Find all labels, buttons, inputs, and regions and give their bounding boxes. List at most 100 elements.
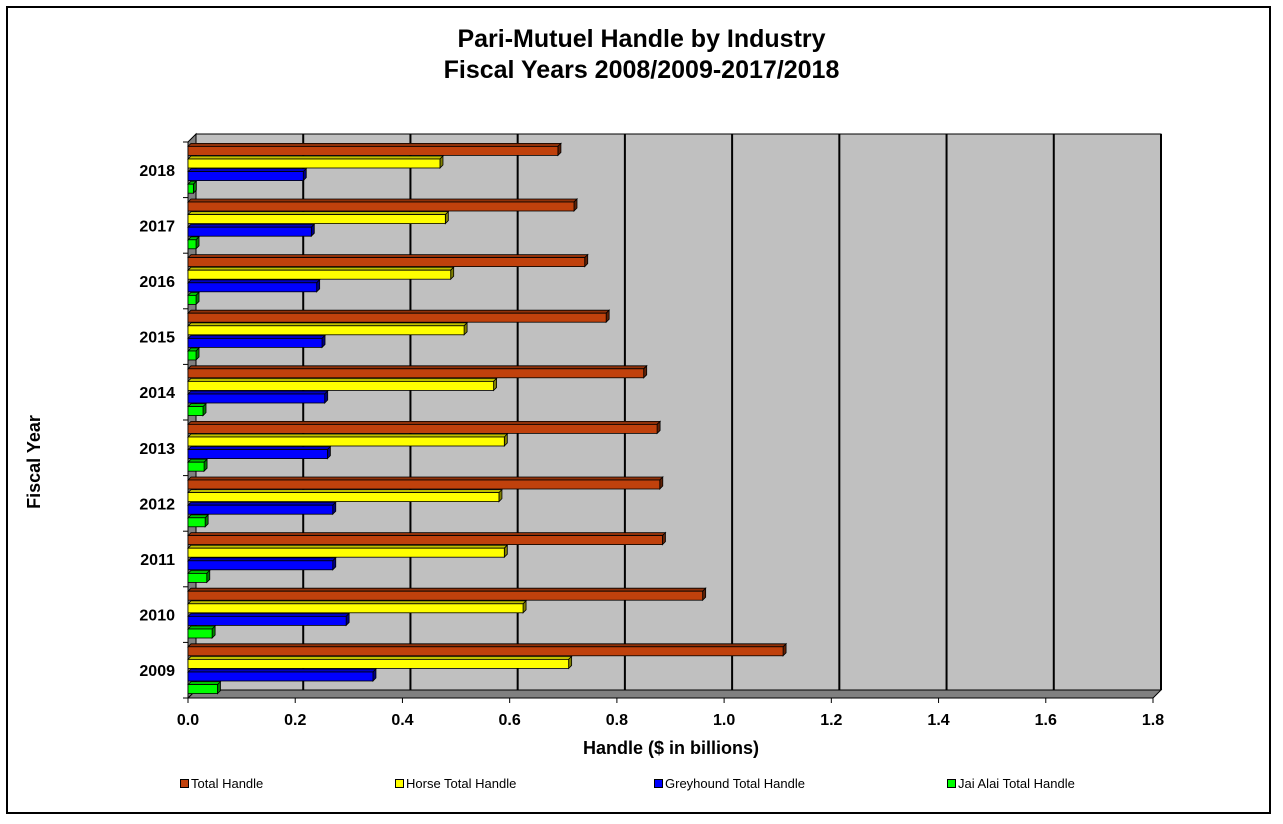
y-axis-title: Fiscal Year bbox=[24, 415, 44, 509]
bar-horse-total-handle-2017 bbox=[187, 210, 450, 225]
bar-greyhound-total-handle-2016 bbox=[187, 278, 321, 293]
legend-item-total-handle: Total Handle bbox=[180, 776, 263, 791]
axis-labels: 0.0 0.2 0.4 0.6 0.8 1.0 1.2 1.4 1.6 1.8 2009 2010 20… bbox=[139, 163, 1164, 729]
bar-front-face bbox=[187, 461, 205, 472]
bar-horse-total-handle-2014 bbox=[187, 377, 498, 392]
bar-top-face bbox=[187, 223, 316, 228]
bar-jai-alai-total-handle-2013 bbox=[187, 458, 209, 473]
bar-greyhound-total-handle-2017 bbox=[187, 223, 316, 238]
bar-top-face bbox=[187, 570, 211, 574]
bar-front-face bbox=[187, 294, 197, 305]
bar-top-face bbox=[187, 613, 351, 617]
bar-top-face bbox=[187, 211, 450, 216]
x-tick-label: 1.6 bbox=[1035, 712, 1057, 729]
x-tick-label: 1.4 bbox=[927, 712, 949, 729]
bar-front-face bbox=[187, 560, 334, 571]
x-tick-label: 0.2 bbox=[284, 712, 306, 729]
bar-horse-total-handle-2012 bbox=[187, 488, 503, 503]
bar-front-face bbox=[187, 201, 575, 212]
y-tick-label: 2011 bbox=[140, 552, 175, 569]
bar-front-face bbox=[187, 171, 304, 182]
bar-greyhound-total-handle-2012 bbox=[187, 501, 337, 516]
legend-swatch bbox=[395, 779, 404, 788]
legend-item-jai-alai-total-handle: Jai Alai Total Handle bbox=[947, 776, 1075, 791]
bar-front-face bbox=[187, 380, 494, 391]
bar-front-face bbox=[187, 406, 204, 417]
bar-front-face bbox=[187, 282, 318, 293]
bar-total-handle-2009 bbox=[187, 642, 788, 657]
bar-jai-alai-total-handle-2011 bbox=[187, 569, 211, 584]
bar-top-face bbox=[187, 155, 444, 160]
bar-greyhound-total-handle-2018 bbox=[187, 167, 308, 182]
bar-top-face bbox=[187, 433, 509, 438]
bar-greyhound-total-handle-2015 bbox=[187, 334, 326, 349]
x-tick-label: 1.8 bbox=[1142, 712, 1164, 729]
bar-jai-alai-total-handle-2018 bbox=[187, 180, 198, 195]
bar-jai-alai-total-handle-2016 bbox=[187, 291, 201, 306]
bar-top-face bbox=[187, 681, 222, 685]
y-tick-label: 2012 bbox=[139, 496, 175, 513]
bar-front-face bbox=[187, 269, 452, 280]
legend-item-greyhound-total-handle: Greyhound Total Handle bbox=[654, 776, 805, 791]
bar-greyhound-total-handle-2010 bbox=[187, 612, 351, 627]
legend-swatch bbox=[654, 779, 663, 788]
bar-front-face bbox=[187, 628, 213, 639]
bar-front-face bbox=[187, 547, 505, 558]
y-tick-label: 2017 bbox=[139, 218, 175, 235]
bar-top-face bbox=[187, 142, 562, 147]
bar-top-face bbox=[187, 532, 667, 536]
bar-total-handle-2011 bbox=[187, 531, 667, 546]
bar-greyhound-total-handle-2011 bbox=[187, 556, 337, 571]
bar-greyhound-total-handle-2013 bbox=[187, 445, 332, 460]
bar-horse-total-handle-2011 bbox=[187, 544, 509, 559]
bar-jai-alai-total-handle-2009 bbox=[187, 680, 222, 695]
bar-total-handle-2015 bbox=[187, 309, 611, 324]
y-tick-label: 2015 bbox=[139, 330, 175, 347]
bar-top-face bbox=[187, 390, 329, 395]
bar-top-face bbox=[187, 501, 337, 506]
bar-top-face bbox=[187, 446, 332, 451]
bar-front-face bbox=[187, 603, 524, 614]
y-tick-label: 2009 bbox=[139, 663, 175, 680]
bar-front-face bbox=[187, 257, 586, 268]
bar-jai-alai-total-handle-2010 bbox=[187, 625, 217, 639]
bar-greyhound-total-handle-2014 bbox=[187, 390, 329, 404]
bar-front-face bbox=[187, 325, 465, 336]
x-tick-label: 0.0 bbox=[177, 712, 199, 729]
bar-top-face bbox=[187, 322, 469, 327]
bar-horse-total-handle-2015 bbox=[187, 321, 469, 336]
bar-jai-alai-total-handle-2017 bbox=[187, 235, 201, 250]
x-tick-label: 0.6 bbox=[499, 712, 521, 729]
bar-front-face bbox=[187, 368, 645, 379]
bar-front-face bbox=[187, 312, 607, 323]
plot-floor bbox=[186, 689, 1163, 699]
bar-top-face bbox=[187, 365, 648, 370]
bar-front-face bbox=[187, 616, 347, 626]
bar-front-face bbox=[187, 590, 704, 601]
bar-top-face bbox=[187, 279, 321, 284]
bar-top-face bbox=[187, 587, 707, 592]
legend-swatch bbox=[180, 779, 189, 788]
bar-front-face bbox=[187, 517, 206, 528]
legend-item-horse-total-handle: Horse Total Handle bbox=[395, 776, 516, 791]
legend-label: Total Handle bbox=[191, 776, 264, 791]
y-tick-label: 2013 bbox=[139, 441, 175, 458]
bar-front-face bbox=[187, 337, 323, 348]
bar-front-face bbox=[187, 423, 658, 434]
bar-horse-total-handle-2009 bbox=[187, 655, 573, 670]
bar-front-face bbox=[187, 393, 326, 404]
bar-horse-total-handle-2013 bbox=[187, 433, 509, 447]
bar-top-face bbox=[187, 625, 217, 630]
bar-horse-total-handle-2010 bbox=[187, 599, 528, 614]
bar-greyhound-total-handle-2009 bbox=[187, 668, 377, 682]
x-axis-title: Handle ($ in billions) bbox=[583, 738, 759, 758]
bar-top-face bbox=[187, 544, 509, 549]
bar-total-handle-2016 bbox=[187, 253, 589, 268]
bar-top-face bbox=[187, 334, 326, 339]
bar-front-face bbox=[187, 684, 218, 694]
bar-total-handle-2012 bbox=[187, 476, 664, 490]
bar-front-face bbox=[187, 492, 500, 503]
legend: Total Handle Horse Total Handle Greyhound … bbox=[0, 776, 1283, 800]
bar-front-face bbox=[187, 350, 197, 361]
bar-front-face bbox=[187, 646, 784, 657]
